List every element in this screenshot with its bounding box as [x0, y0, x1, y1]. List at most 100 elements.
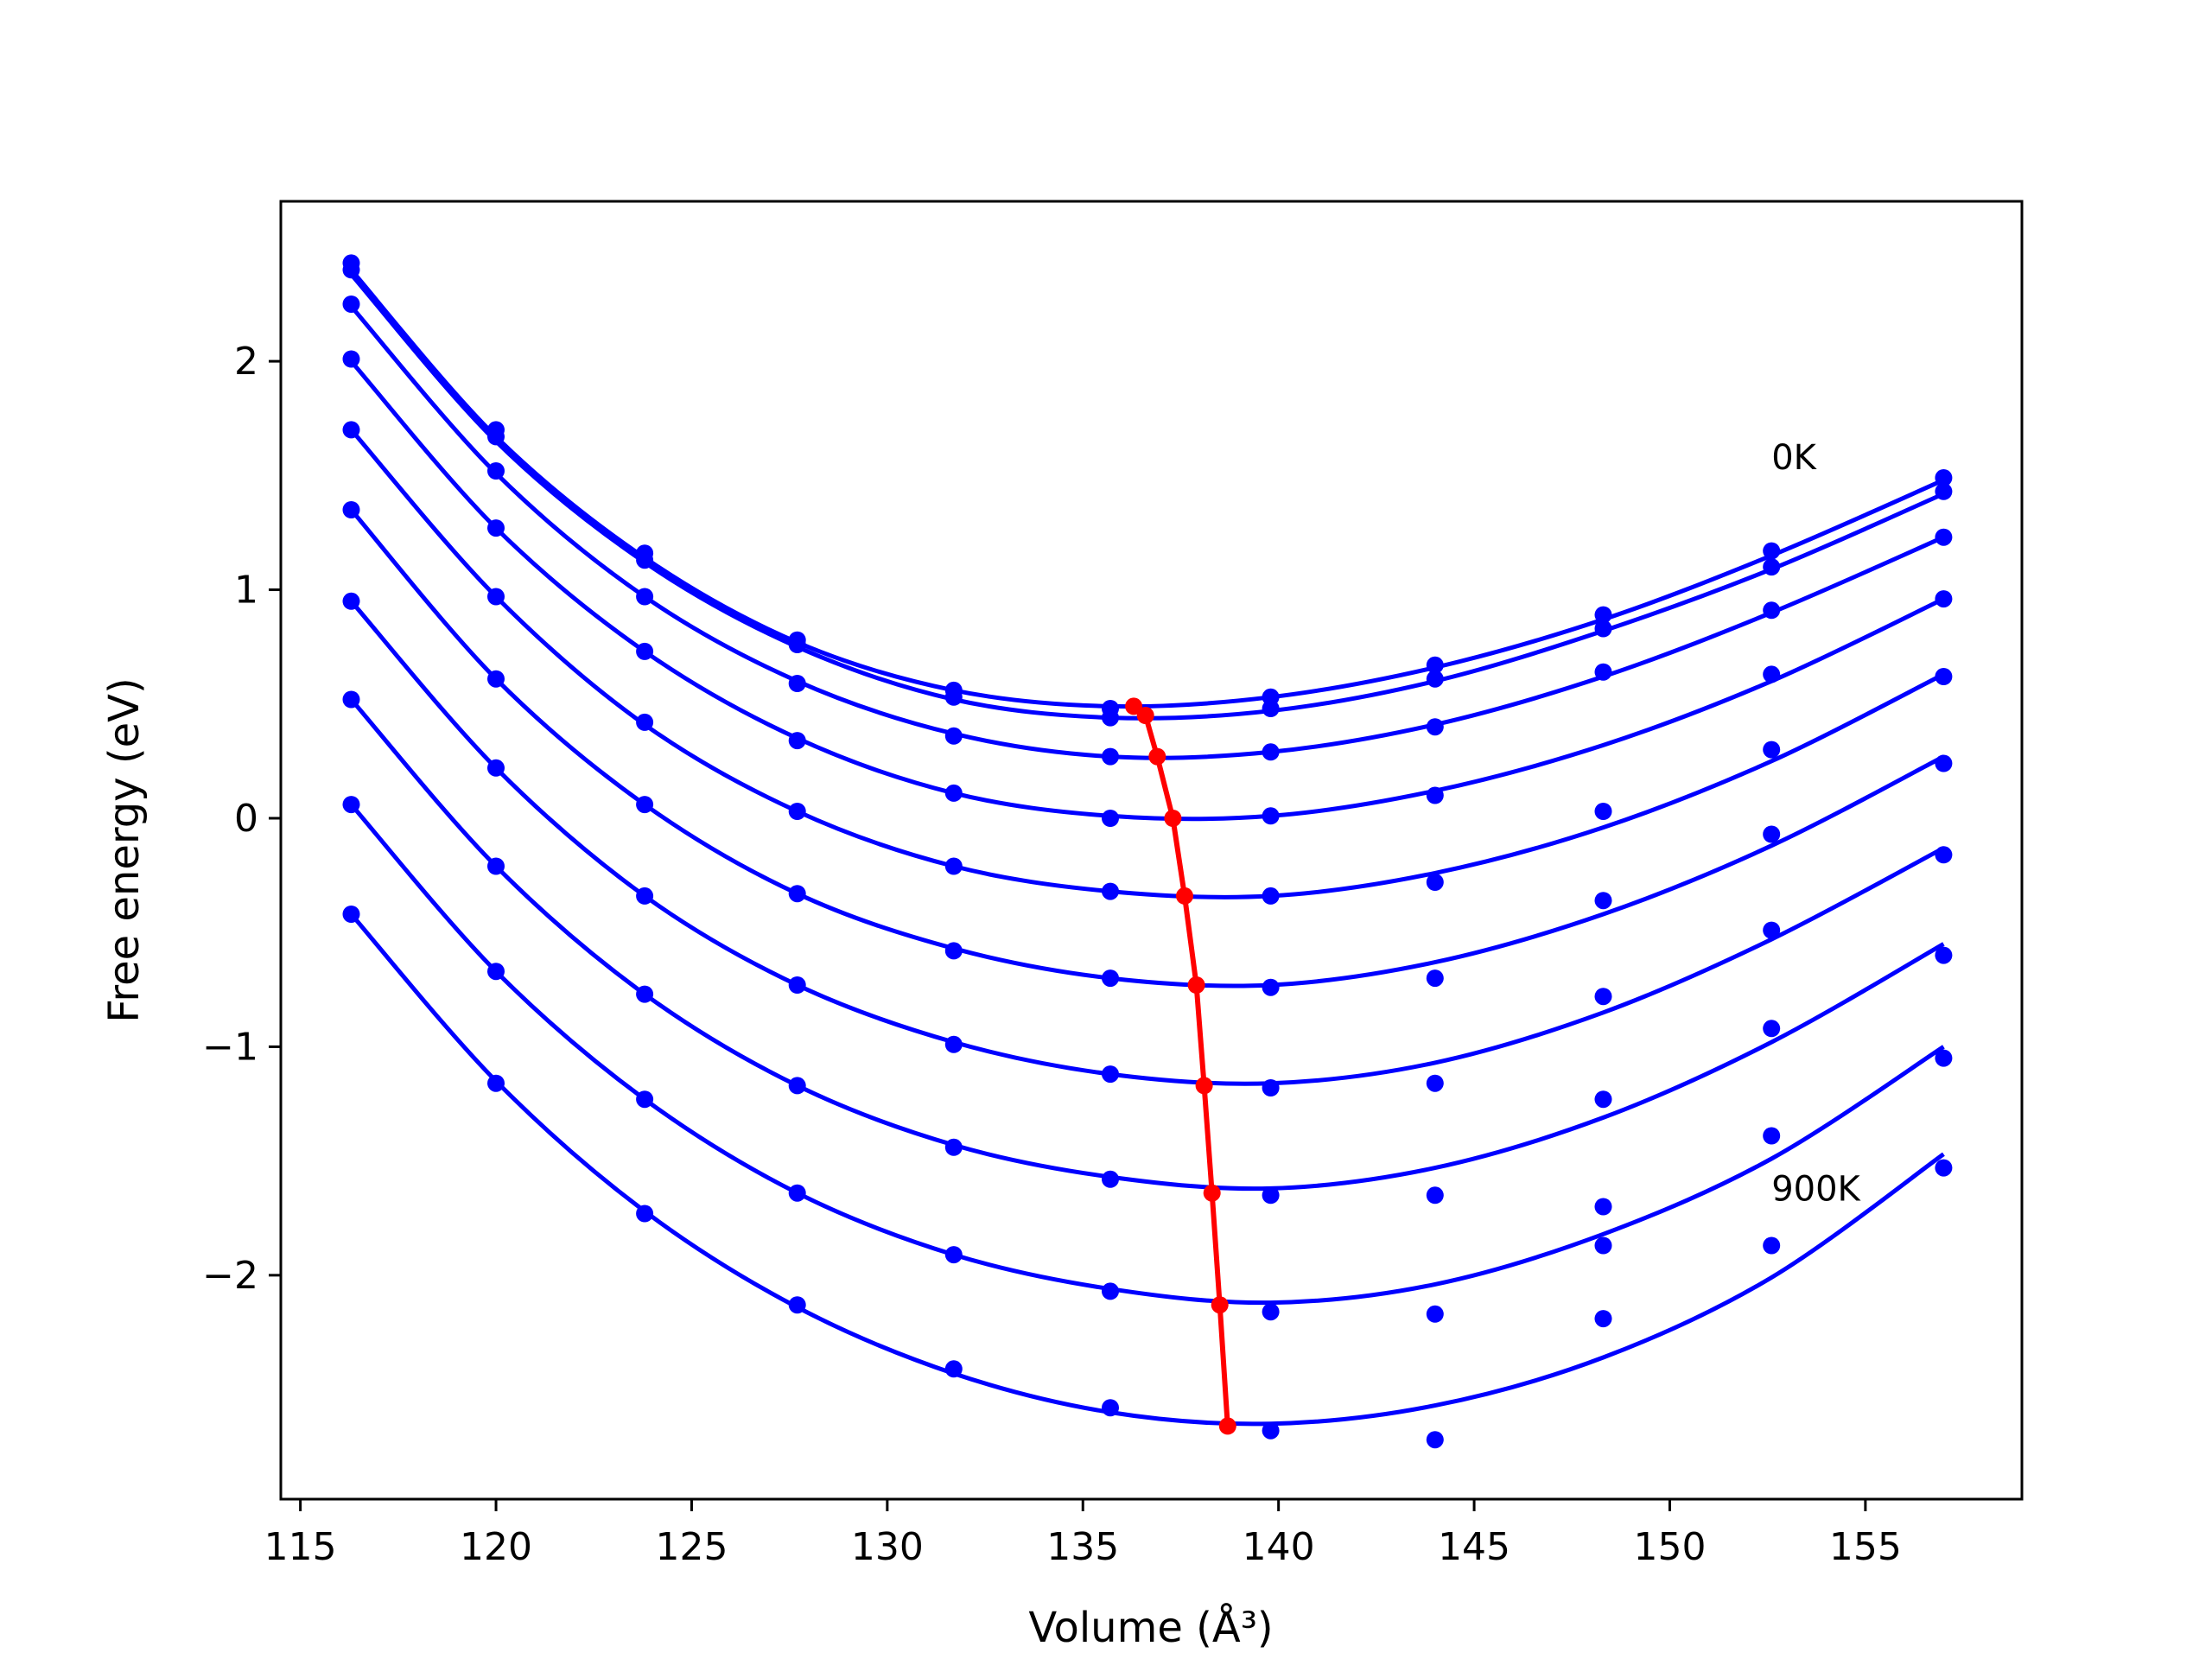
- data-point: [1102, 709, 1119, 727]
- y-axis-label: Free energy (eV): [100, 677, 149, 1022]
- x-tick-label: 150: [1633, 1525, 1706, 1569]
- data-point: [944, 942, 963, 960]
- data-point: [1594, 663, 1612, 681]
- data-point: [1935, 846, 1953, 864]
- data-point: [1262, 700, 1280, 717]
- data-point: [1262, 743, 1280, 761]
- data-point: [1935, 482, 1953, 500]
- y-axis-ticks: −2 −1 0 1 2: [202, 340, 281, 1298]
- data-point: [636, 887, 654, 905]
- data-point: [487, 963, 505, 981]
- data-point: [1426, 1074, 1444, 1092]
- data-point: [1594, 1236, 1612, 1255]
- data-point: [944, 1035, 963, 1053]
- data-point: [1102, 1065, 1119, 1084]
- data-point: [1594, 1090, 1612, 1109]
- data-point: [487, 857, 505, 875]
- data-point: [1426, 656, 1444, 674]
- data-point: [487, 462, 505, 480]
- data-point: [1102, 969, 1119, 988]
- data-point: [342, 501, 360, 518]
- minimum-point: [1211, 1296, 1229, 1314]
- x-tick-label: 135: [1046, 1525, 1119, 1569]
- data-point: [636, 551, 654, 569]
- data-point: [487, 519, 505, 537]
- x-tick-label: 130: [851, 1525, 924, 1569]
- data-point: [1763, 542, 1781, 560]
- data-point: [1102, 1399, 1119, 1417]
- data-point: [788, 1184, 806, 1202]
- axes-frame: [279, 200, 2024, 1501]
- data-point: [636, 1090, 654, 1109]
- data-point: [944, 688, 963, 706]
- minimum-point: [1176, 887, 1193, 905]
- data-point: [1935, 946, 1953, 964]
- y-tick-label: 0: [234, 797, 258, 841]
- data-point: [1262, 1186, 1280, 1205]
- data-point: [1102, 810, 1119, 827]
- data-point: [487, 588, 505, 606]
- data-point: [944, 857, 963, 875]
- x-tick-label: 125: [655, 1525, 728, 1569]
- data-point: [788, 636, 806, 653]
- data-point: [1426, 874, 1444, 891]
- data-point: [1262, 1421, 1280, 1440]
- data-point: [1935, 528, 1953, 546]
- data-point: [1594, 892, 1612, 910]
- minimum-line: [1132, 704, 1230, 1427]
- data-point: [1935, 590, 1953, 608]
- data-point: [1935, 754, 1953, 772]
- minimum-point: [1203, 1184, 1221, 1202]
- data-point: [1763, 1236, 1781, 1255]
- data-point: [1594, 620, 1612, 638]
- minimum-point: [1195, 1077, 1213, 1095]
- data-point: [1935, 668, 1953, 685]
- data-point: [342, 690, 360, 709]
- data-point: [788, 976, 806, 994]
- x-tick-label: 115: [264, 1525, 337, 1569]
- data-point: [636, 1205, 654, 1223]
- data-point: [1935, 1159, 1953, 1177]
- data-point: [1763, 1020, 1781, 1038]
- data-point: [788, 1296, 806, 1314]
- data-point: [342, 592, 360, 610]
- data-point: [342, 421, 360, 439]
- data-point: [944, 727, 963, 745]
- data-point: [1594, 988, 1612, 1006]
- minimum-point: [1136, 707, 1154, 724]
- data-point: [788, 803, 806, 820]
- data-point: [1594, 1198, 1612, 1216]
- data-point: [1763, 825, 1781, 843]
- data-point: [788, 885, 806, 903]
- data-point: [1262, 978, 1280, 996]
- data-point: [342, 796, 360, 814]
- data-point: [1262, 1079, 1280, 1096]
- x-tick-label: 120: [460, 1525, 532, 1569]
- data-point: [944, 1360, 963, 1378]
- data-point: [342, 350, 360, 368]
- y-tick-label: −2: [202, 1254, 258, 1298]
- y-tick-label: 1: [234, 569, 258, 613]
- data-point: [342, 296, 360, 313]
- data-point: [342, 906, 360, 923]
- data-point: [944, 1246, 963, 1264]
- annotation-0k: 0K: [1771, 438, 1817, 478]
- data-point: [487, 670, 505, 688]
- data-point: [1763, 558, 1781, 576]
- data-point: [788, 1077, 806, 1095]
- data-point: [1763, 741, 1781, 759]
- data-point: [636, 642, 654, 660]
- data-point: [487, 1074, 505, 1092]
- x-axis-label: Volume (Å³): [1028, 1603, 1273, 1652]
- minimum-point: [1187, 976, 1205, 994]
- data-point: [1426, 969, 1444, 988]
- data-point: [1594, 803, 1612, 820]
- data-point: [1426, 1305, 1444, 1323]
- data-point: [1426, 718, 1444, 736]
- data-point: [1102, 1170, 1119, 1188]
- data-point: [487, 428, 505, 446]
- minimum-point: [1164, 810, 1182, 827]
- data-point: [1102, 882, 1119, 900]
